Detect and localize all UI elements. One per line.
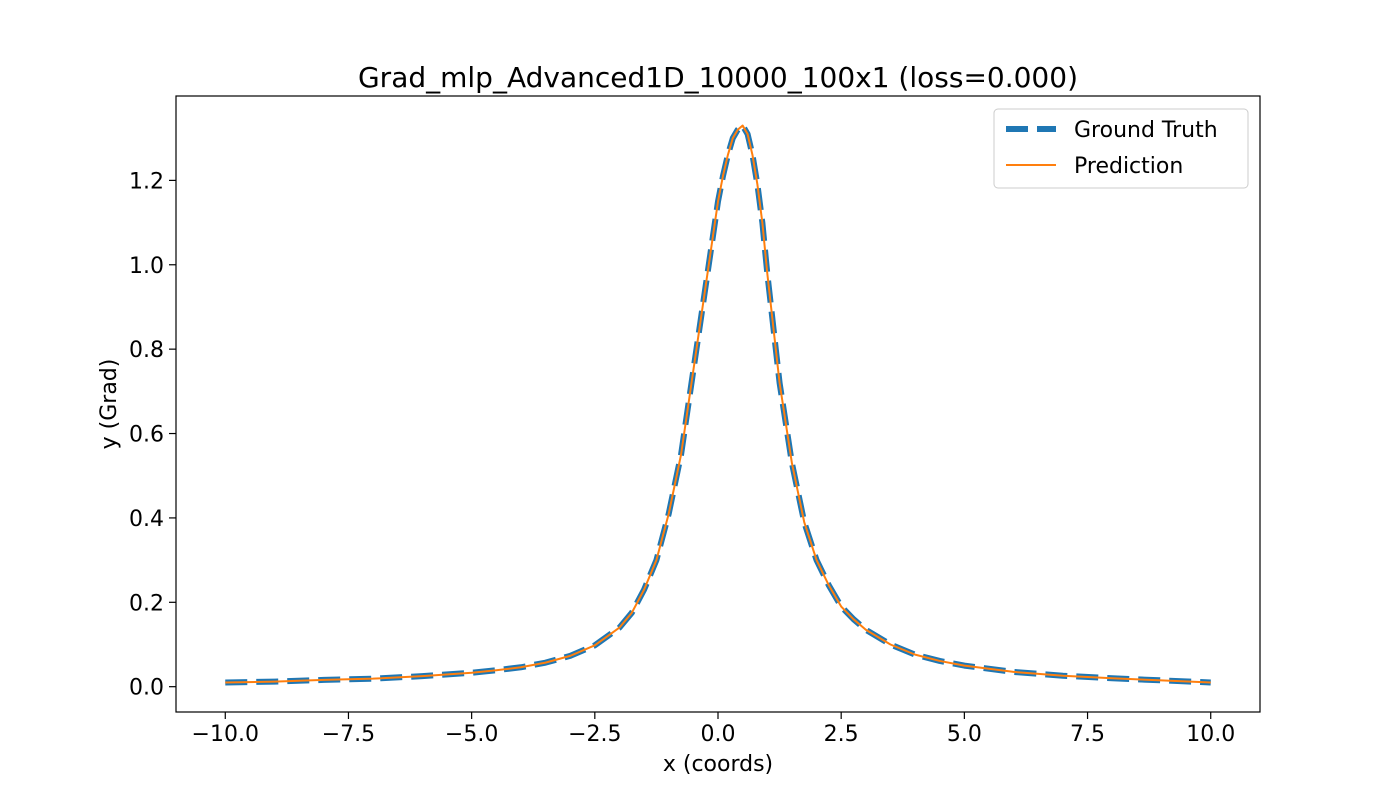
chart-title: Grad_mlp_Advanced1D_10000_100x1 (loss=0.… bbox=[358, 61, 1078, 94]
y-tick-label: 0.6 bbox=[129, 423, 164, 448]
y-axis: 0.0 0.2 0.4 0.6 0.8 1.0 1.2 bbox=[129, 169, 176, 701]
y-tick-label: 0.8 bbox=[129, 338, 164, 363]
x-tick-label: 0.0 bbox=[701, 722, 736, 747]
legend: Ground Truth Prediction bbox=[993, 108, 1249, 189]
x-tick-label: 7.5 bbox=[1070, 722, 1105, 747]
y-tick-label: 0.0 bbox=[129, 676, 164, 701]
x-tick-label: −7.5 bbox=[322, 722, 375, 747]
y-axis-label: y (Grad) bbox=[97, 359, 122, 450]
plot-area bbox=[175, 95, 1261, 713]
series-layer bbox=[225, 122, 1211, 686]
x-tick-label: 5.0 bbox=[947, 722, 982, 747]
series-line-prediction bbox=[225, 124, 1211, 684]
x-axis-label: x (coords) bbox=[663, 752, 773, 777]
y-tick-label: 1.2 bbox=[129, 169, 164, 194]
x-tick-label: −2.5 bbox=[568, 722, 621, 747]
legend-label-prediction: Prediction bbox=[1074, 154, 1183, 179]
y-tick-label: 1.0 bbox=[129, 254, 164, 279]
x-tick-label: 2.5 bbox=[824, 722, 859, 747]
x-tick-label: −10.0 bbox=[192, 722, 259, 747]
x-axis: −10.0 −7.5 −5.0 −2.5 0.0 2.5 5.0 7.5 10.0 bbox=[192, 712, 1235, 747]
x-tick-label: −5.0 bbox=[445, 722, 498, 747]
y-tick-label: 0.2 bbox=[129, 591, 164, 616]
x-tick-label: 10.0 bbox=[1186, 722, 1235, 747]
y-tick-label: 0.4 bbox=[129, 507, 164, 532]
legend-label-ground-truth: Ground Truth bbox=[1074, 118, 1218, 143]
legend-box bbox=[993, 108, 1249, 189]
